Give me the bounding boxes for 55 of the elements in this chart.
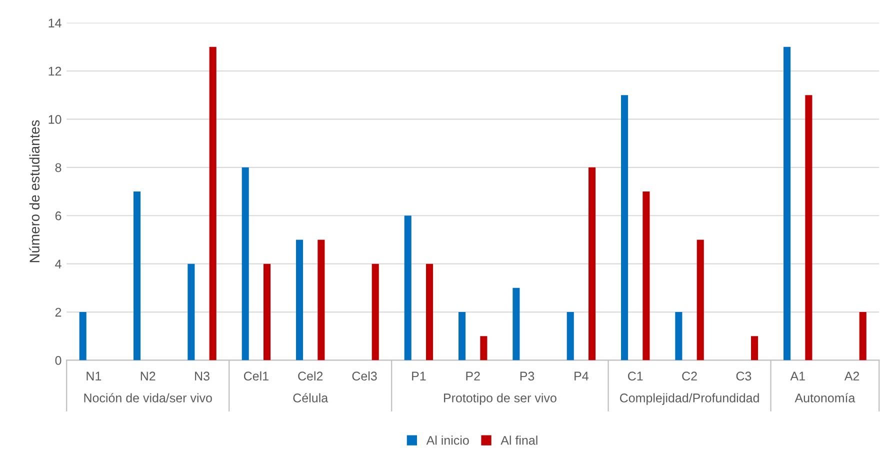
text: Prototipo de ser vivo bbox=[444, 393, 556, 405]
x-tick-label: P4 bbox=[574, 372, 588, 380]
x-tick-label: N3 bbox=[195, 372, 210, 381]
bar bbox=[372, 264, 379, 360]
bar bbox=[264, 264, 271, 360]
x-tick-label: Cel2 bbox=[298, 371, 323, 381]
x-tick-label: Cel1 bbox=[244, 371, 268, 381]
bar bbox=[675, 312, 682, 360]
bar bbox=[480, 336, 488, 360]
y-tick-label: 6 bbox=[55, 211, 62, 220]
y-tick-label: 12 bbox=[48, 66, 62, 76]
x-tick-label: A2 bbox=[844, 372, 860, 380]
bar bbox=[588, 167, 596, 360]
x-tick-label: A1 bbox=[790, 372, 805, 380]
bar bbox=[784, 46, 791, 360]
x-tick-label: P2 bbox=[466, 372, 480, 380]
bar bbox=[318, 240, 325, 360]
legend-label: Al inicio bbox=[426, 436, 469, 445]
bar bbox=[458, 312, 466, 360]
bar bbox=[79, 312, 86, 360]
bar bbox=[209, 46, 216, 360]
bar bbox=[133, 192, 141, 360]
y-axis-title: Número de estudiantes bbox=[29, 120, 40, 262]
bar bbox=[859, 312, 866, 360]
text: Célula bbox=[293, 393, 328, 402]
y-tick-label: 0 bbox=[55, 356, 62, 365]
x-tick-label: N1 bbox=[86, 372, 102, 380]
bar bbox=[696, 240, 704, 360]
bar bbox=[805, 95, 812, 360]
bar bbox=[296, 240, 304, 360]
bar bbox=[751, 336, 758, 360]
bar bbox=[642, 192, 650, 360]
y-tick-label: 8 bbox=[55, 163, 62, 172]
legend-label: Al final bbox=[500, 436, 538, 445]
x-tick-label: Cel3 bbox=[352, 371, 377, 381]
bar bbox=[188, 264, 195, 360]
y-tick-label: 4 bbox=[55, 260, 62, 268]
y-tick-label: 14 bbox=[48, 18, 62, 28]
text: Autonomía bbox=[794, 393, 856, 402]
y-tick-label: 2 bbox=[55, 308, 62, 317]
x-tick-label: C1 bbox=[628, 372, 643, 381]
bar bbox=[621, 95, 628, 360]
bar bbox=[512, 288, 520, 360]
x-tick-label: P1 bbox=[412, 372, 426, 380]
bar bbox=[404, 216, 412, 360]
text: Noción de vida/ser vivo bbox=[84, 393, 212, 402]
text: Complejidad/Profundidad bbox=[620, 393, 759, 405]
x-tick-label: N2 bbox=[140, 372, 156, 380]
y-tick-label: 10 bbox=[48, 115, 62, 124]
bar bbox=[242, 167, 249, 360]
x-tick-label: P3 bbox=[520, 372, 534, 381]
x-tick-label: C2 bbox=[682, 372, 697, 381]
bar bbox=[426, 264, 434, 360]
x-tick-label: C3 bbox=[736, 372, 752, 381]
bar bbox=[566, 312, 574, 360]
